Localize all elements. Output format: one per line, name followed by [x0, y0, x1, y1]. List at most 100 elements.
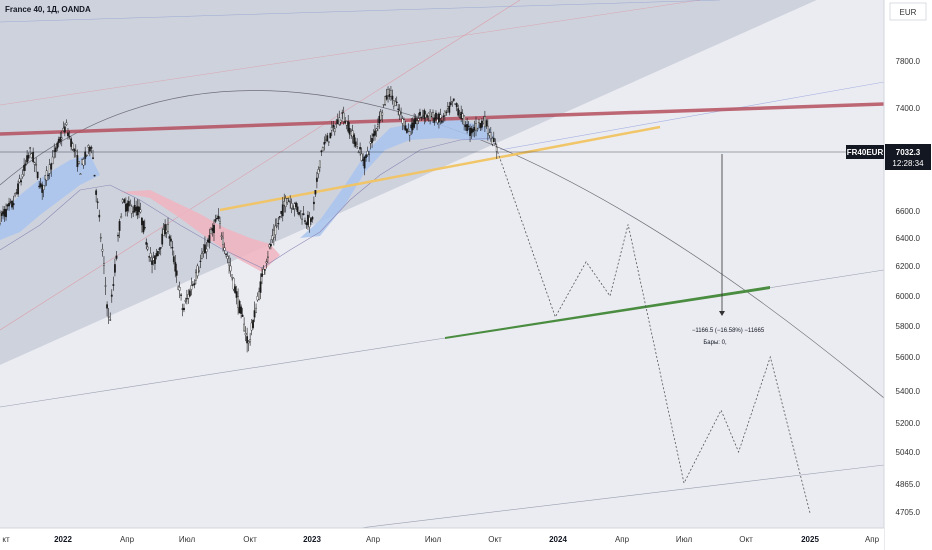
candle-body: [429, 111, 431, 121]
candle-body: [326, 135, 329, 142]
candle-body: [205, 248, 208, 252]
candle-body: [439, 114, 442, 119]
candle-body: [243, 323, 246, 332]
candle-body: [32, 151, 35, 162]
candle-body: [76, 155, 79, 168]
candle-body: [256, 296, 259, 301]
candle-body: [253, 310, 256, 318]
candle-body: [446, 106, 449, 109]
candle-body: [9, 201, 12, 203]
candle-body: [307, 214, 309, 226]
candle-body: [228, 262, 230, 266]
candle-body: [420, 116, 423, 118]
candle-body: [368, 153, 370, 156]
candle-body: [385, 95, 388, 100]
candle-body: [305, 222, 308, 225]
candle-body: [217, 215, 220, 219]
candle-body: [180, 294, 182, 296]
candle-body: [234, 286, 236, 293]
price-tick-label: 5400.0: [896, 387, 921, 396]
candle-body: [138, 206, 140, 212]
candle-body: [90, 147, 93, 149]
candle-body: [395, 101, 398, 103]
candle-body: [158, 248, 161, 250]
candle-body: [214, 219, 217, 222]
candle-body: [449, 102, 452, 106]
candle-body: [82, 159, 85, 166]
symbol-tag: [846, 145, 884, 159]
candle-body: [198, 270, 200, 272]
candle-body: [345, 121, 348, 126]
candle-body: [0, 212, 1, 225]
candle-body: [123, 199, 126, 203]
candle-body: [267, 256, 269, 258]
candle-body: [281, 204, 284, 217]
candle-body: [423, 110, 426, 119]
candle-body: [473, 126, 476, 131]
candle-body: [330, 127, 333, 131]
candle-body: [143, 227, 146, 229]
candle-body: [238, 300, 241, 314]
candle-body: [50, 163, 53, 170]
candle-body: [110, 294, 113, 297]
candle-body: [443, 110, 446, 116]
candle-body: [302, 213, 305, 216]
candle-body: [130, 206, 133, 214]
candle-body: [219, 221, 221, 224]
candle-body: [226, 256, 229, 259]
candle-body: [244, 333, 247, 336]
candle-body: [252, 319, 254, 328]
candle-body: [121, 199, 124, 203]
candle-body: [196, 265, 199, 277]
support-zone-green: [445, 286, 770, 339]
candle-body: [475, 123, 477, 131]
arc-curve: [0, 90, 884, 399]
candle-body: [183, 307, 185, 311]
candle-body: [489, 132, 492, 140]
candle-body: [8, 202, 10, 207]
candle-body: [414, 117, 417, 125]
candle-body: [161, 233, 164, 245]
candle-body: [424, 113, 427, 118]
candle-body: [435, 112, 437, 119]
candle-body: [397, 108, 400, 110]
currency-box[interactable]: [889, 2, 927, 21]
candle-body: [93, 174, 96, 177]
candle-body: [29, 147, 32, 149]
candle-body: [359, 147, 362, 150]
candle-body: [202, 251, 205, 254]
candle-body: [39, 183, 42, 187]
candle-body: [318, 160, 321, 168]
time-tick-label: Апр: [615, 535, 630, 544]
candle-body: [92, 157, 94, 159]
candle-body: [172, 256, 175, 262]
candle-body: [351, 130, 354, 137]
time-tick-label: Окт: [488, 535, 502, 544]
candle-body: [232, 277, 235, 290]
candle-body: [67, 132, 69, 137]
candle-body: [145, 242, 148, 245]
candle-body: [338, 117, 341, 125]
candle-body: [156, 250, 159, 257]
candle-body: [461, 113, 464, 119]
candle-body: [371, 137, 373, 143]
candle-body: [79, 173, 82, 175]
candle-body: [63, 126, 66, 133]
candle-body: [240, 306, 242, 314]
candle-body: [295, 202, 297, 207]
candle-body: [369, 141, 372, 144]
candle-body: [478, 119, 480, 123]
candle-body: [210, 229, 212, 235]
candle-body: [84, 151, 87, 159]
candle-body: [15, 192, 18, 194]
red-band: [120, 190, 280, 272]
candle-body: [262, 269, 265, 275]
candle-body: [171, 247, 174, 249]
price-tick-label: 7800.0: [896, 57, 921, 66]
candle-body: [410, 124, 413, 129]
candle-body: [476, 128, 479, 130]
candle-body: [249, 339, 252, 343]
candle-body: [483, 116, 486, 128]
blue-band-left: [0, 155, 100, 240]
